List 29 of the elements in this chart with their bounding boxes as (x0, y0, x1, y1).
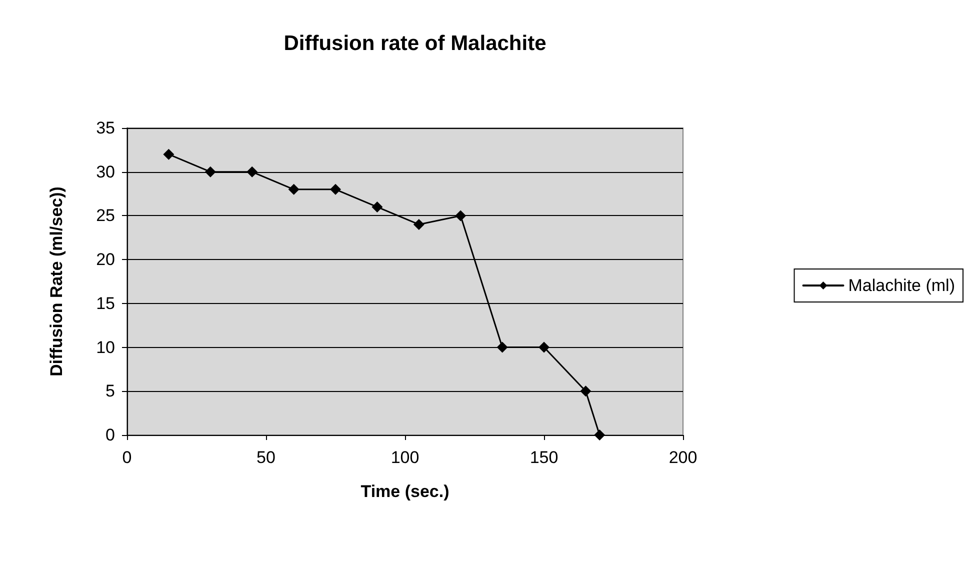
point (455, 210, 466, 222)
y-tick-label: 35 (96, 118, 115, 138)
x-tick-label: 150 (530, 448, 558, 467)
y-tick-label: 10 (96, 338, 115, 357)
y-tick-label: 25 (96, 206, 115, 226)
x-tick-label: 50 (256, 448, 276, 467)
point (330, 184, 341, 195)
point (496, 342, 508, 353)
point (372, 201, 383, 212)
chart-title: Diffusion rate of Malachite (284, 32, 546, 55)
y-tick-label: 30 (96, 162, 115, 182)
y-tick-label: 15 (96, 294, 115, 313)
point (538, 342, 550, 353)
point (580, 386, 592, 397)
x-tick-label: 0 (122, 448, 132, 467)
x-tick-label: 100 (390, 448, 420, 467)
point (413, 218, 424, 230)
legend-label: Malachite (ml) (848, 276, 956, 295)
y-tick-label: 20 (96, 250, 115, 270)
point (246, 166, 258, 178)
y-axis-title: Diffusion Rate (ml/sec)) (47, 186, 66, 376)
point (163, 148, 174, 160)
point (288, 184, 300, 195)
x-axis-title: Time (sec.) (360, 482, 450, 501)
y-tick-label: 5 (106, 382, 115, 401)
point (594, 430, 606, 440)
x-tick-label: 200 (668, 448, 698, 467)
y-tick-label: 0 (106, 426, 115, 444)
point (204, 166, 216, 178)
